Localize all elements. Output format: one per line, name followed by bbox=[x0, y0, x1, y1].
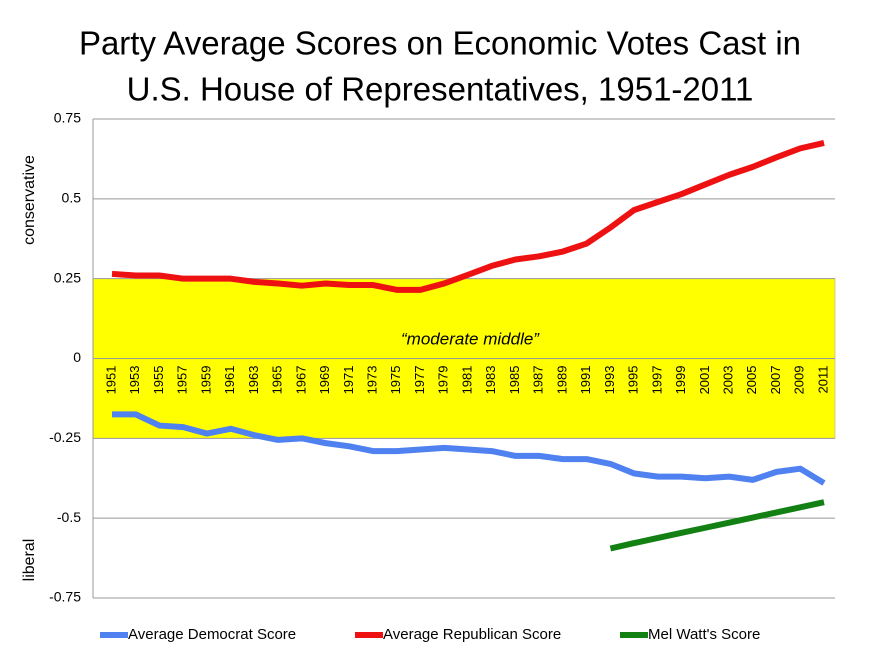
x-tick-label: 2001 bbox=[697, 366, 712, 395]
x-tick-label: 1967 bbox=[293, 366, 308, 395]
legend-label: Mel Watt's Score bbox=[648, 626, 760, 643]
x-tick-label: 1987 bbox=[531, 366, 546, 395]
x-tick-label: 1975 bbox=[388, 366, 403, 395]
x-tick-label: 1979 bbox=[436, 366, 451, 395]
x-tick-label: 1977 bbox=[412, 366, 427, 395]
x-tick-label: 1997 bbox=[649, 366, 664, 395]
x-tick-label: 1999 bbox=[673, 366, 688, 395]
x-tick-label: 1961 bbox=[222, 366, 237, 395]
chart-title: Party Average Scores on Economic Votes C… bbox=[79, 25, 801, 62]
series-line bbox=[609, 499, 825, 552]
x-tick-label: 1969 bbox=[317, 366, 332, 395]
x-tick-label: 2011 bbox=[815, 366, 830, 394]
x-tick-label: 1957 bbox=[175, 366, 190, 395]
x-tick-label: 1991 bbox=[578, 366, 593, 395]
x-tick-label: 1953 bbox=[127, 366, 142, 395]
y-axis-label: liberal bbox=[21, 539, 38, 582]
x-tick-label: 1973 bbox=[365, 366, 380, 395]
series-line bbox=[111, 140, 825, 293]
x-tick-label: 1965 bbox=[270, 366, 285, 395]
x-tick-label: 2007 bbox=[768, 366, 783, 395]
y-tick-label: -0.75 bbox=[49, 589, 81, 605]
x-tick-label: 2009 bbox=[792, 366, 807, 395]
x-tick-label: 2005 bbox=[744, 366, 759, 395]
y-tick-label: 0 bbox=[73, 349, 81, 365]
legend-label: Average Republican Score bbox=[383, 626, 561, 643]
x-tick-label: 1955 bbox=[151, 366, 166, 395]
y-tick-label: 0.5 bbox=[62, 190, 82, 206]
x-tick-label: 2003 bbox=[721, 366, 736, 395]
x-tick-label: 1971 bbox=[341, 366, 356, 395]
legend-label: Average Democrat Score bbox=[128, 626, 296, 643]
x-tick-label: 1959 bbox=[198, 366, 213, 395]
series-line bbox=[112, 411, 826, 486]
x-tick-label: 1993 bbox=[602, 366, 617, 395]
x-tick-label: 1951 bbox=[103, 366, 118, 395]
y-tick-label: -0.5 bbox=[57, 509, 81, 525]
x-tick-label: 1963 bbox=[246, 366, 261, 395]
chart-title: U.S. House of Representatives, 1951-2011 bbox=[127, 71, 754, 108]
y-axis-label: conservative bbox=[21, 155, 38, 245]
y-tick-label: -0.25 bbox=[49, 429, 81, 445]
x-tick-label: 1985 bbox=[507, 366, 522, 395]
y-tick-label: 0.75 bbox=[54, 110, 81, 126]
band-label: “moderate middle” bbox=[401, 329, 540, 348]
x-tick-label: 1995 bbox=[626, 366, 641, 395]
x-tick-label: 1989 bbox=[554, 366, 569, 395]
x-tick-label: 1983 bbox=[483, 366, 498, 395]
x-tick-label: 1981 bbox=[459, 366, 474, 395]
y-tick-label: 0.25 bbox=[54, 269, 81, 285]
